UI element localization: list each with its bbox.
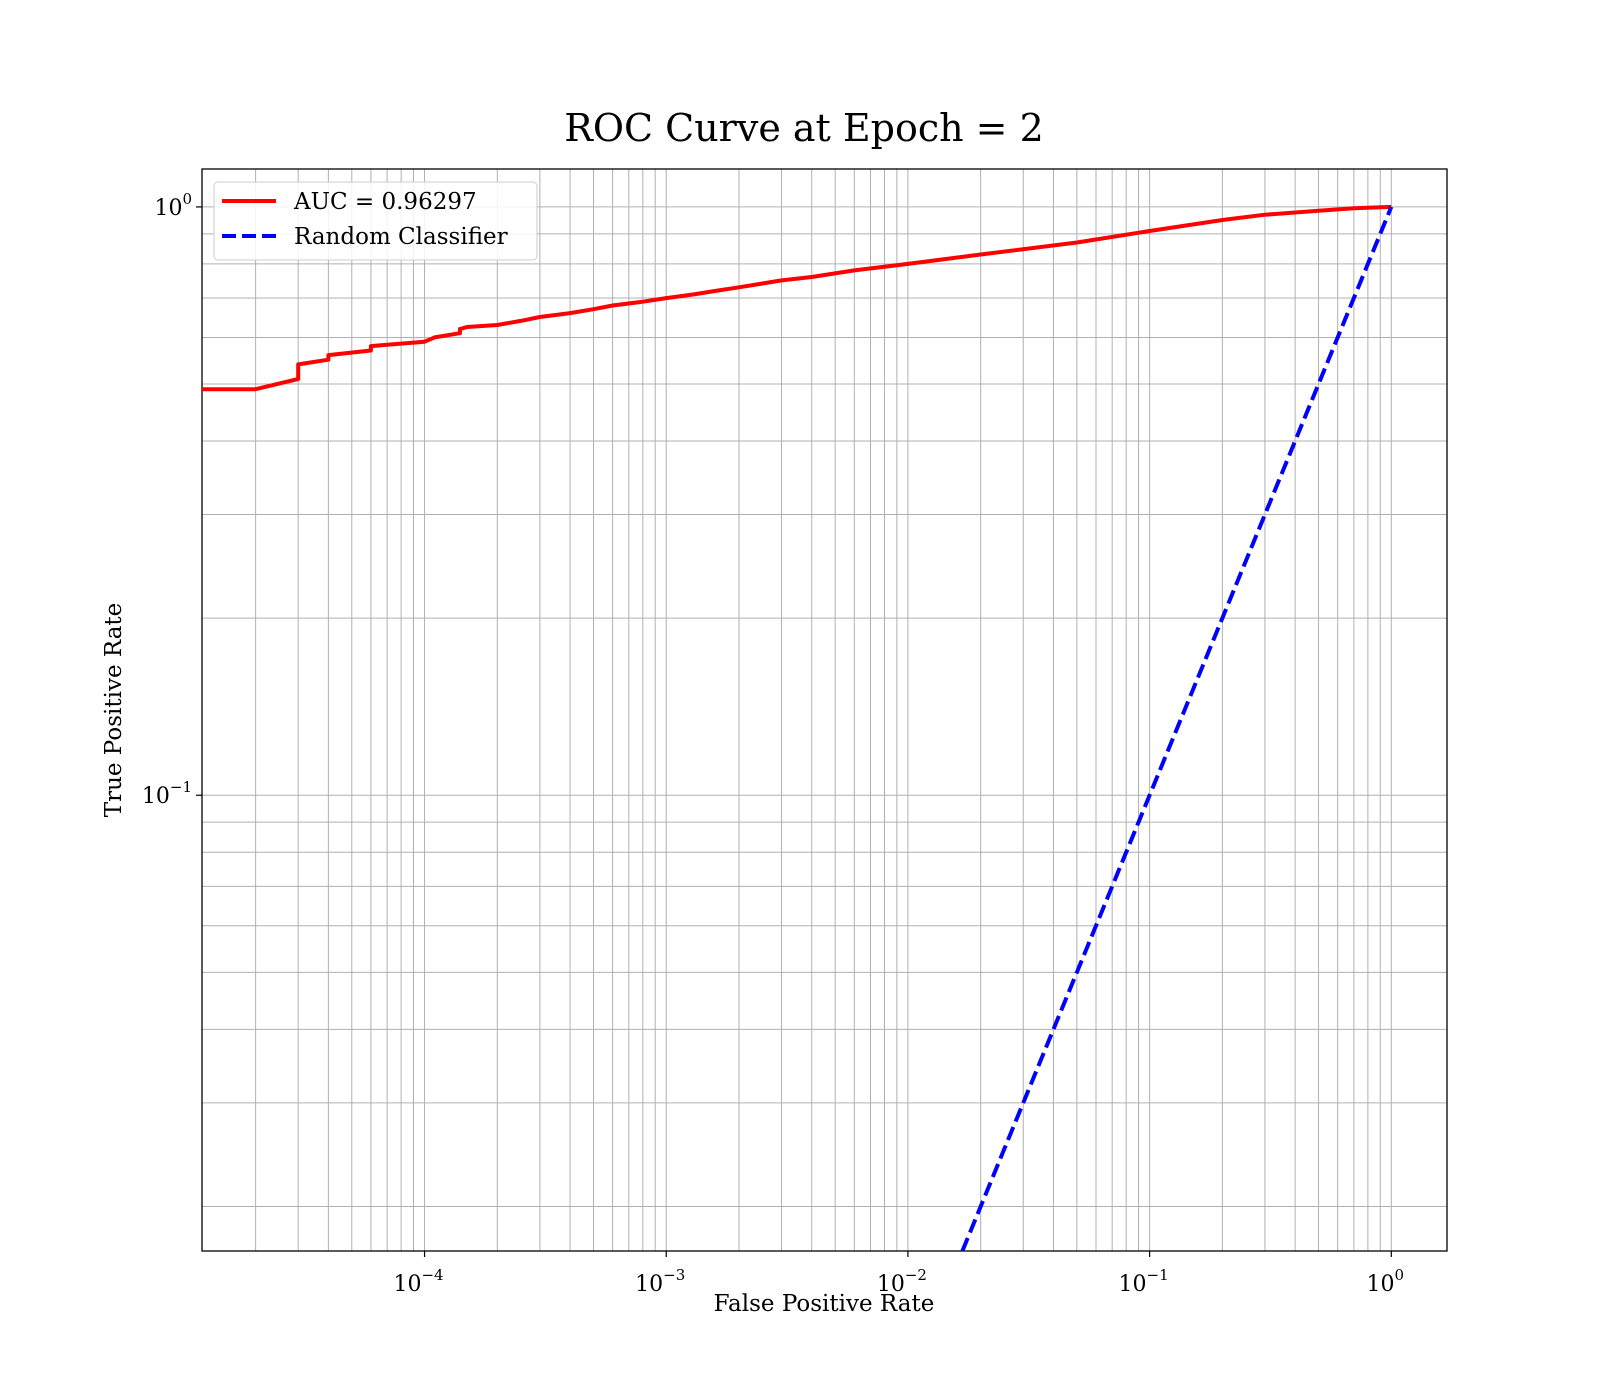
legend-label-random: Random Classifier	[294, 224, 508, 250]
series-auc-line	[202, 204, 1392, 392]
series-random-classifier-line	[960, 206, 1394, 1251]
grid-lines	[202, 169, 1447, 1251]
legend: AUC = 0.96297 Random Classifier	[213, 181, 538, 261]
y-axis-label: True Positive Rate	[101, 603, 127, 818]
y-tick-label: 10−1	[142, 778, 192, 809]
x-axis-label: False Positive Rate	[714, 1291, 935, 1317]
x-tick-label: 10−1	[1119, 1266, 1169, 1297]
x-tick-label: 100	[1367, 1266, 1405, 1297]
x-tick-label: 10−3	[635, 1266, 685, 1297]
series-lines	[202, 204, 1394, 1251]
x-tick-label: 10−4	[393, 1266, 443, 1297]
plot-area-frame	[201, 168, 1448, 1252]
chart-title: ROC Curve at Epoch = 2	[564, 106, 1044, 150]
legend-label-auc: AUC = 0.96297	[293, 189, 477, 215]
legend-box	[213, 181, 538, 261]
y-tick-label: 100	[154, 190, 192, 221]
